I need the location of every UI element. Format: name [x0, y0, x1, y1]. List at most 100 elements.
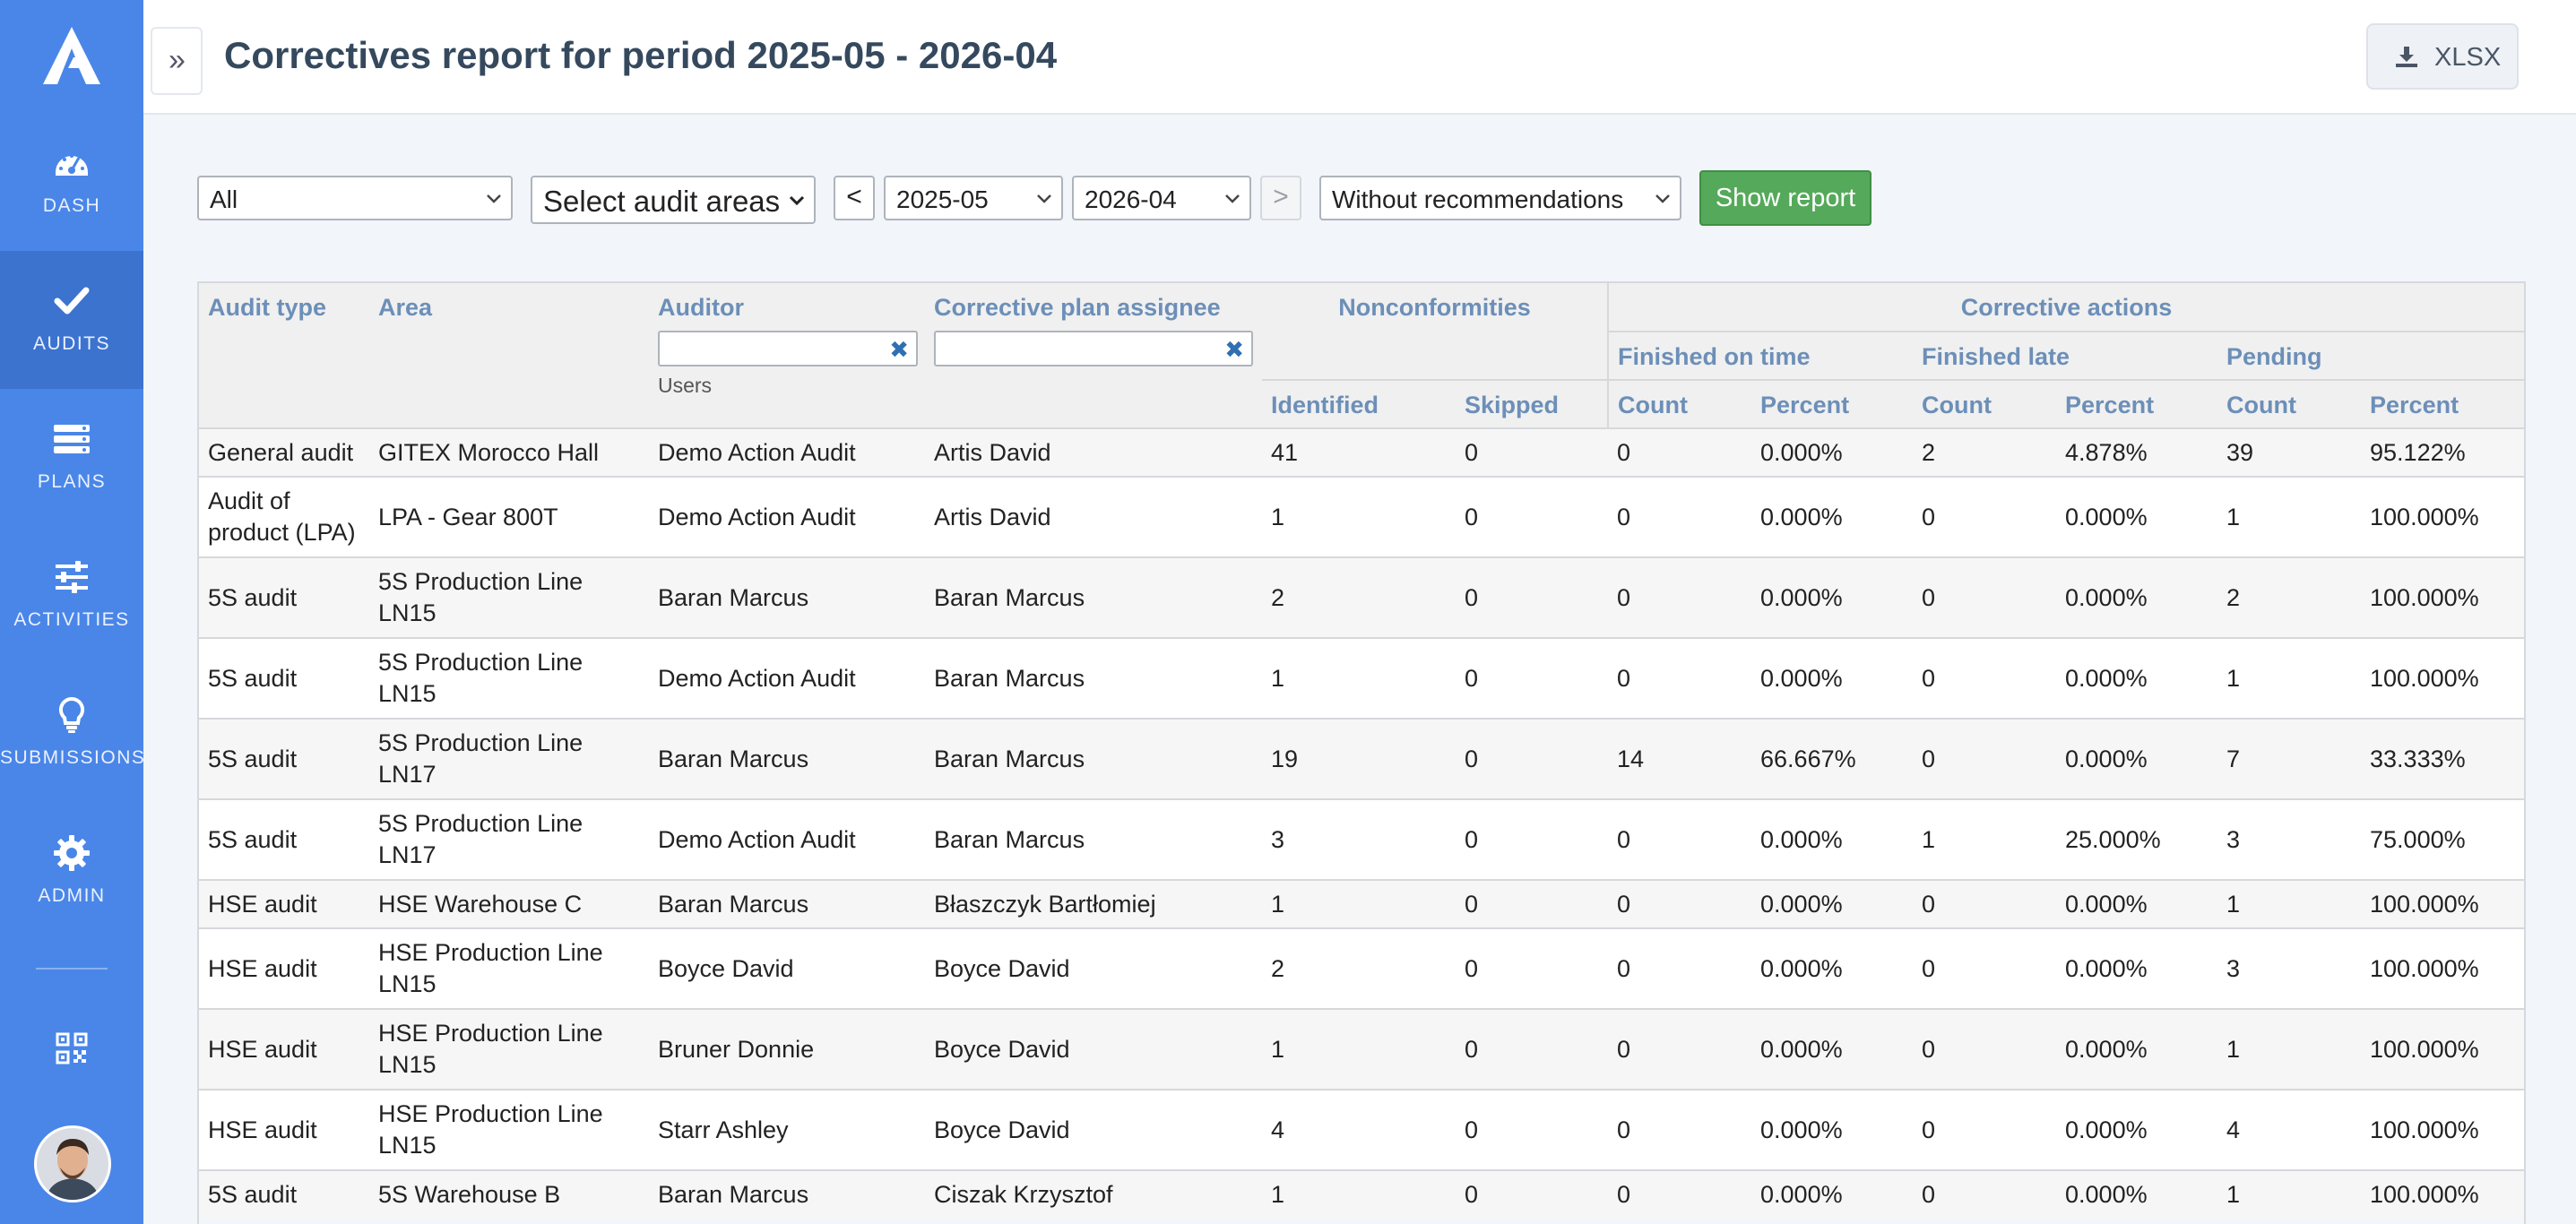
col-header-audit-type[interactable]: Audit type: [199, 283, 369, 428]
cell-pending-percent: 33.333%: [2361, 718, 2524, 799]
qr-code-icon[interactable]: [56, 1032, 88, 1065]
period-from-value: 2025-05: [896, 185, 989, 213]
col-header-pending-count[interactable]: Count: [2217, 379, 2362, 428]
cell-pending-count: 1: [2217, 476, 2362, 557]
cell-late-count: 0: [1913, 476, 2057, 557]
nav-label: DASH: [42, 195, 101, 216]
recommendations-value: Without recommendations: [1332, 185, 1624, 213]
next-period-button[interactable]: >: [1260, 176, 1301, 220]
cell-late-count: 0: [1913, 1008, 2057, 1090]
cell-on-time-percent: 0.000%: [1751, 476, 1914, 557]
cell-on-time-percent: 0.000%: [1751, 556, 1914, 638]
user-avatar[interactable]: [34, 1125, 111, 1202]
nav-item-audits[interactable]: AUDITS: [0, 251, 143, 389]
previous-period-button[interactable]: <: [834, 176, 875, 220]
app-logo-icon[interactable]: [39, 23, 104, 88]
col-header-late-count[interactable]: Count: [1913, 379, 2057, 428]
cell-assignee: Boyce David: [925, 1008, 1262, 1090]
sidebar-toggle-button[interactable]: »: [151, 27, 203, 95]
col-header-pending-percent[interactable]: Percent: [2361, 379, 2524, 428]
col-header-on-time-percent[interactable]: Percent: [1751, 379, 1914, 428]
cell-on-time-count: 0: [1608, 637, 1752, 719]
cell-on-time-percent: 0.000%: [1751, 637, 1914, 719]
cell-area: 5S Production Line LN15: [369, 556, 649, 638]
cell-late-percent: 0.000%: [2056, 927, 2218, 1009]
cell-assignee: Boyce David: [925, 1089, 1262, 1170]
period-from-select[interactable]: 2025-05: [884, 176, 1063, 220]
auditor-header-label[interactable]: Auditor: [658, 294, 744, 321]
cell-late-count: 0: [1913, 927, 2057, 1009]
nav-item-admin[interactable]: ADMIN: [0, 803, 143, 941]
cell-on-time-percent: 0.000%: [1751, 1089, 1914, 1170]
nav-label: ACTIVITIES: [13, 609, 130, 630]
cell-pending-count: 1: [2217, 1008, 2362, 1090]
clear-icon[interactable]: ✖: [1224, 336, 1244, 363]
audit-type-select[interactable]: All: [197, 176, 513, 220]
cell-area: HSE Warehouse C: [369, 879, 649, 928]
cell-auditor: Demo Action Audit: [649, 427, 925, 477]
cell-pending-count: 7: [2217, 718, 2362, 799]
period-to-value: 2026-04: [1085, 185, 1177, 213]
page-title: Correctives report for period 2025-05 - …: [224, 34, 1058, 76]
cell-on-time-count: 0: [1608, 1089, 1752, 1170]
cell-on-time-count: 0: [1608, 1008, 1752, 1090]
cell-assignee: Baran Marcus: [925, 556, 1262, 638]
cell-on-time-percent: 0.000%: [1751, 798, 1914, 880]
table-row: HSE audit HSE Production Line LN15 Bruner …: [199, 1008, 2524, 1090]
cell-on-time-count: 14: [1608, 718, 1752, 799]
download-icon: [2396, 47, 2417, 67]
nav-item-dash[interactable]: DASH: [0, 113, 143, 251]
table-body: General audit GITEX Morocco Hall Demo Acti…: [199, 427, 2524, 1219]
cell-assignee: Baran Marcus: [925, 718, 1262, 799]
cell-skipped: 0: [1456, 476, 1609, 557]
cell-pending-count: 1: [2217, 1169, 2362, 1219]
col-header-late-percent[interactable]: Percent: [2056, 379, 2218, 428]
table-row: HSE audit HSE Warehouse C Baran Marcus Błas…: [199, 879, 2524, 928]
nav-item-activities[interactable]: ACTIVITIES: [0, 527, 143, 665]
sliders-icon: [56, 561, 88, 593]
table-row: Audit of product (LPA) LPA - Gear 800T Dem…: [199, 476, 2524, 557]
cell-pending-percent: 95.122%: [2361, 427, 2524, 477]
cell-identified: 4: [1262, 1089, 1456, 1170]
col-header-skipped[interactable]: Skipped: [1456, 379, 1609, 428]
col-header-auditor: Auditor ✖ Users: [649, 283, 925, 428]
col-header-identified[interactable]: Identified: [1262, 379, 1456, 428]
cell-identified: 19: [1262, 718, 1456, 799]
cell-identified: 1: [1262, 476, 1456, 557]
audit-areas-select[interactable]: Select audit areas: [531, 176, 816, 224]
cell-late-percent: 0.000%: [2056, 1169, 2218, 1219]
cell-late-percent: 0.000%: [2056, 556, 2218, 638]
cell-audit-type: 5S audit: [199, 798, 369, 880]
cell-late-percent: 4.878%: [2056, 427, 2218, 477]
assignee-header-label[interactable]: Corrective plan assignee: [934, 294, 1221, 321]
show-report-button[interactable]: Show report: [1699, 170, 1871, 226]
cell-late-count: 0: [1913, 879, 2057, 928]
cell-identified: 1: [1262, 879, 1456, 928]
cell-identified: 1: [1262, 1169, 1456, 1219]
assignee-filter-input[interactable]: ✖: [934, 331, 1253, 366]
cell-skipped: 0: [1456, 718, 1609, 799]
recommendations-select[interactable]: Without recommendations: [1319, 176, 1681, 220]
nav-label: AUDITS: [32, 333, 110, 354]
export-xlsx-button[interactable]: XLSX: [2366, 23, 2519, 90]
cell-pending-count: 1: [2217, 879, 2362, 928]
cell-on-time-count: 0: [1608, 1169, 1752, 1219]
nav-item-plans[interactable]: PLANS: [0, 389, 143, 527]
period-to-select[interactable]: 2026-04: [1072, 176, 1251, 220]
cell-on-time-count: 0: [1608, 427, 1752, 477]
cell-pending-percent: 100.000%: [2361, 637, 2524, 719]
cell-audit-type: General audit: [199, 427, 369, 477]
cell-late-count: 0: [1913, 1169, 2057, 1219]
nav-item-submissions[interactable]: SUBMISSIONS: [0, 665, 144, 803]
cell-pending-percent: 100.000%: [2361, 1008, 2524, 1090]
cell-pending-percent: 75.000%: [2361, 798, 2524, 880]
cell-audit-type: HSE audit: [199, 879, 369, 928]
cell-late-count: 2: [1913, 427, 2057, 477]
cell-late-count: 1: [1913, 798, 2057, 880]
cell-late-count: 0: [1913, 1089, 2057, 1170]
clear-icon[interactable]: ✖: [889, 336, 909, 363]
auditor-filter-input[interactable]: ✖: [658, 331, 918, 366]
col-header-on-time-count[interactable]: Count: [1607, 379, 1752, 428]
cell-on-time-count: 0: [1608, 879, 1752, 928]
col-header-area[interactable]: Area: [369, 283, 649, 428]
